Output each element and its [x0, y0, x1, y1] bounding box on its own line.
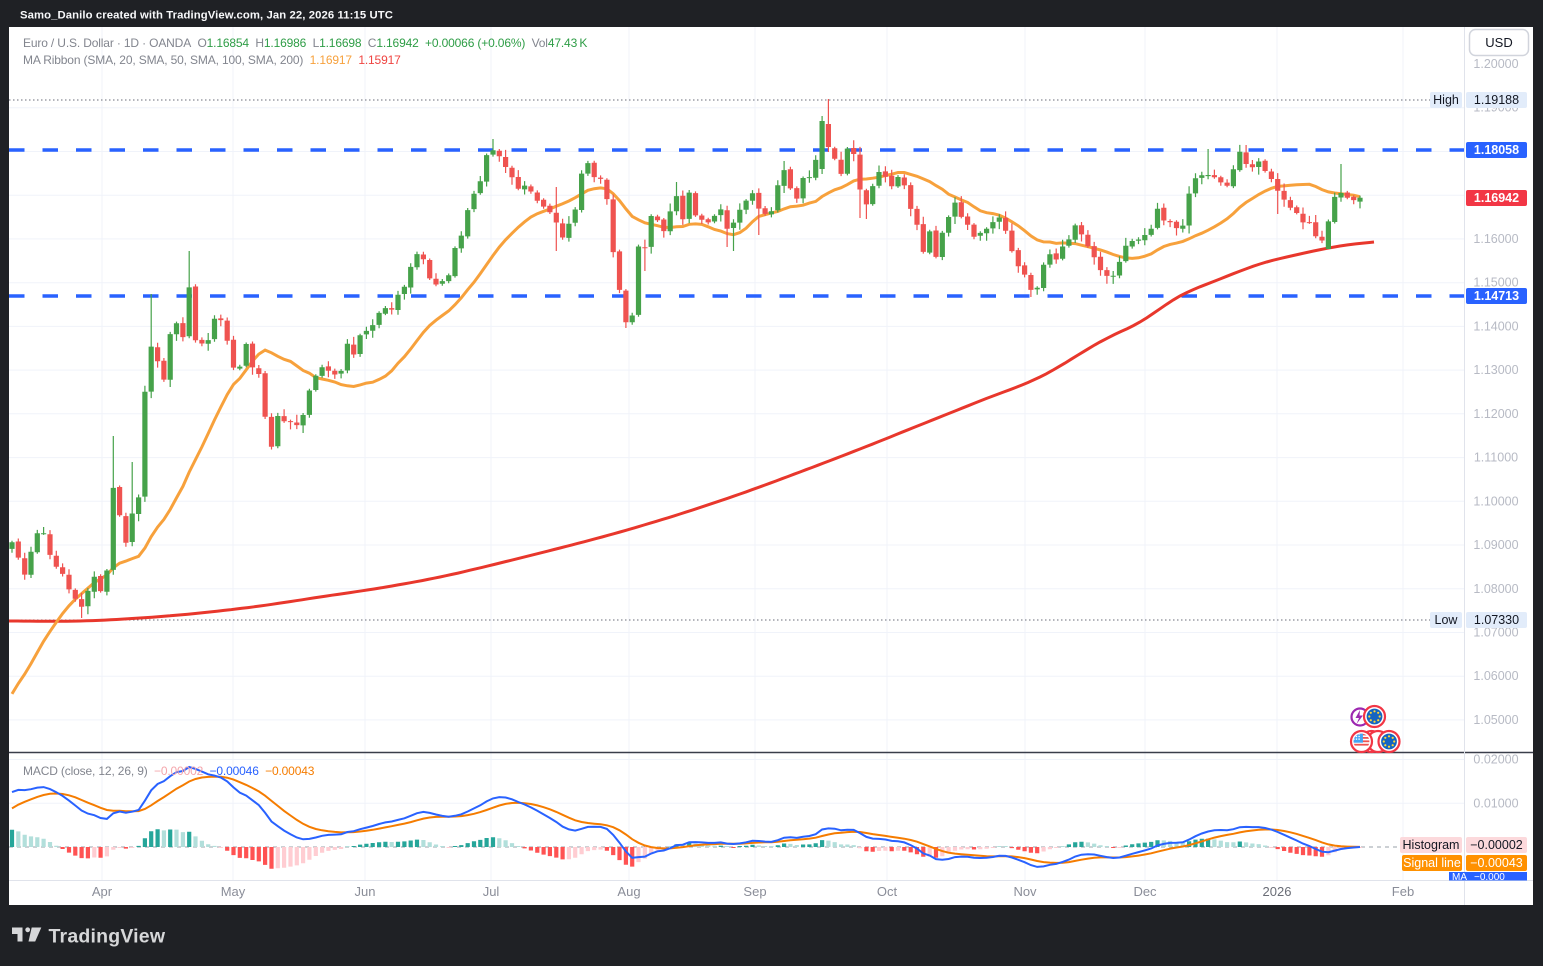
svg-text:Low: Low: [1435, 613, 1459, 627]
svg-text:1.06000: 1.06000: [1473, 669, 1518, 683]
svg-text:Oct: Oct: [877, 884, 898, 899]
svg-text:1.19188: 1.19188: [1474, 93, 1519, 107]
svg-text:TradingView: TradingView: [49, 926, 166, 948]
svg-text:Nov: Nov: [1013, 884, 1037, 899]
svg-text:1.15000: 1.15000: [1473, 276, 1518, 290]
svg-text:MACD (close, 12, 26, 9) −0.00: MACD (close, 12, 26, 9) −0.00002 −0.0004…: [23, 764, 315, 778]
svg-text:Jul: Jul: [483, 884, 500, 899]
svg-text:MA Ribbon (SMA, 20, SMA, 50, S: MA Ribbon (SMA, 20, SMA, 50, SMA, 100, S…: [23, 53, 401, 67]
svg-text:1.13000: 1.13000: [1473, 363, 1518, 377]
svg-text:Histogram: Histogram: [1403, 838, 1460, 852]
svg-text:−0.00002: −0.00002: [1470, 838, 1523, 852]
svg-text:Samo_Danilo created with Tradi: Samo_Danilo created with TradingView.com…: [20, 10, 393, 22]
svg-text:1.16000: 1.16000: [1473, 232, 1518, 246]
svg-text:Jun: Jun: [355, 884, 376, 899]
svg-text:1.14000: 1.14000: [1473, 319, 1518, 333]
svg-text:May: May: [221, 884, 246, 899]
svg-text:Euro / U.S. Dollar · 1D · OAND: Euro / U.S. Dollar · 1D · OANDA O1.16854…: [23, 36, 587, 50]
svg-text:1.07330: 1.07330: [1474, 613, 1519, 627]
svg-text:1.08000: 1.08000: [1473, 582, 1518, 596]
svg-text:1.11000: 1.11000: [1474, 451, 1518, 465]
svg-text:−0.000: −0.000: [1474, 872, 1505, 883]
svg-text:Apr: Apr: [92, 884, 113, 899]
svg-text:1.09000: 1.09000: [1473, 538, 1518, 552]
svg-text:1.12000: 1.12000: [1473, 407, 1518, 421]
svg-text:1.07000: 1.07000: [1473, 626, 1518, 640]
svg-text:Aug: Aug: [617, 884, 640, 899]
svg-text:2026: 2026: [1263, 884, 1292, 899]
svg-text:MA: MA: [1452, 872, 1467, 883]
svg-text:−0.00043: −0.00043: [1470, 856, 1523, 870]
svg-text:USD: USD: [1485, 35, 1512, 50]
svg-text:Dec: Dec: [1133, 884, 1157, 899]
svg-text:1.16942: 1.16942: [1474, 191, 1519, 205]
svg-text:1.18058: 1.18058: [1474, 143, 1519, 157]
svg-text:1.14713: 1.14713: [1474, 289, 1519, 303]
svg-text:0.02000: 0.02000: [1473, 753, 1518, 767]
svg-text:0.01000: 0.01000: [1473, 796, 1518, 810]
svg-text:1.20000: 1.20000: [1473, 57, 1518, 71]
svg-text:Sep: Sep: [743, 884, 766, 899]
svg-text:Signal line: Signal line: [1403, 856, 1461, 870]
svg-text:1.05000: 1.05000: [1473, 713, 1518, 727]
svg-text:High: High: [1433, 93, 1459, 107]
svg-text:Feb: Feb: [1392, 884, 1414, 899]
svg-text:1.10000: 1.10000: [1473, 494, 1518, 508]
